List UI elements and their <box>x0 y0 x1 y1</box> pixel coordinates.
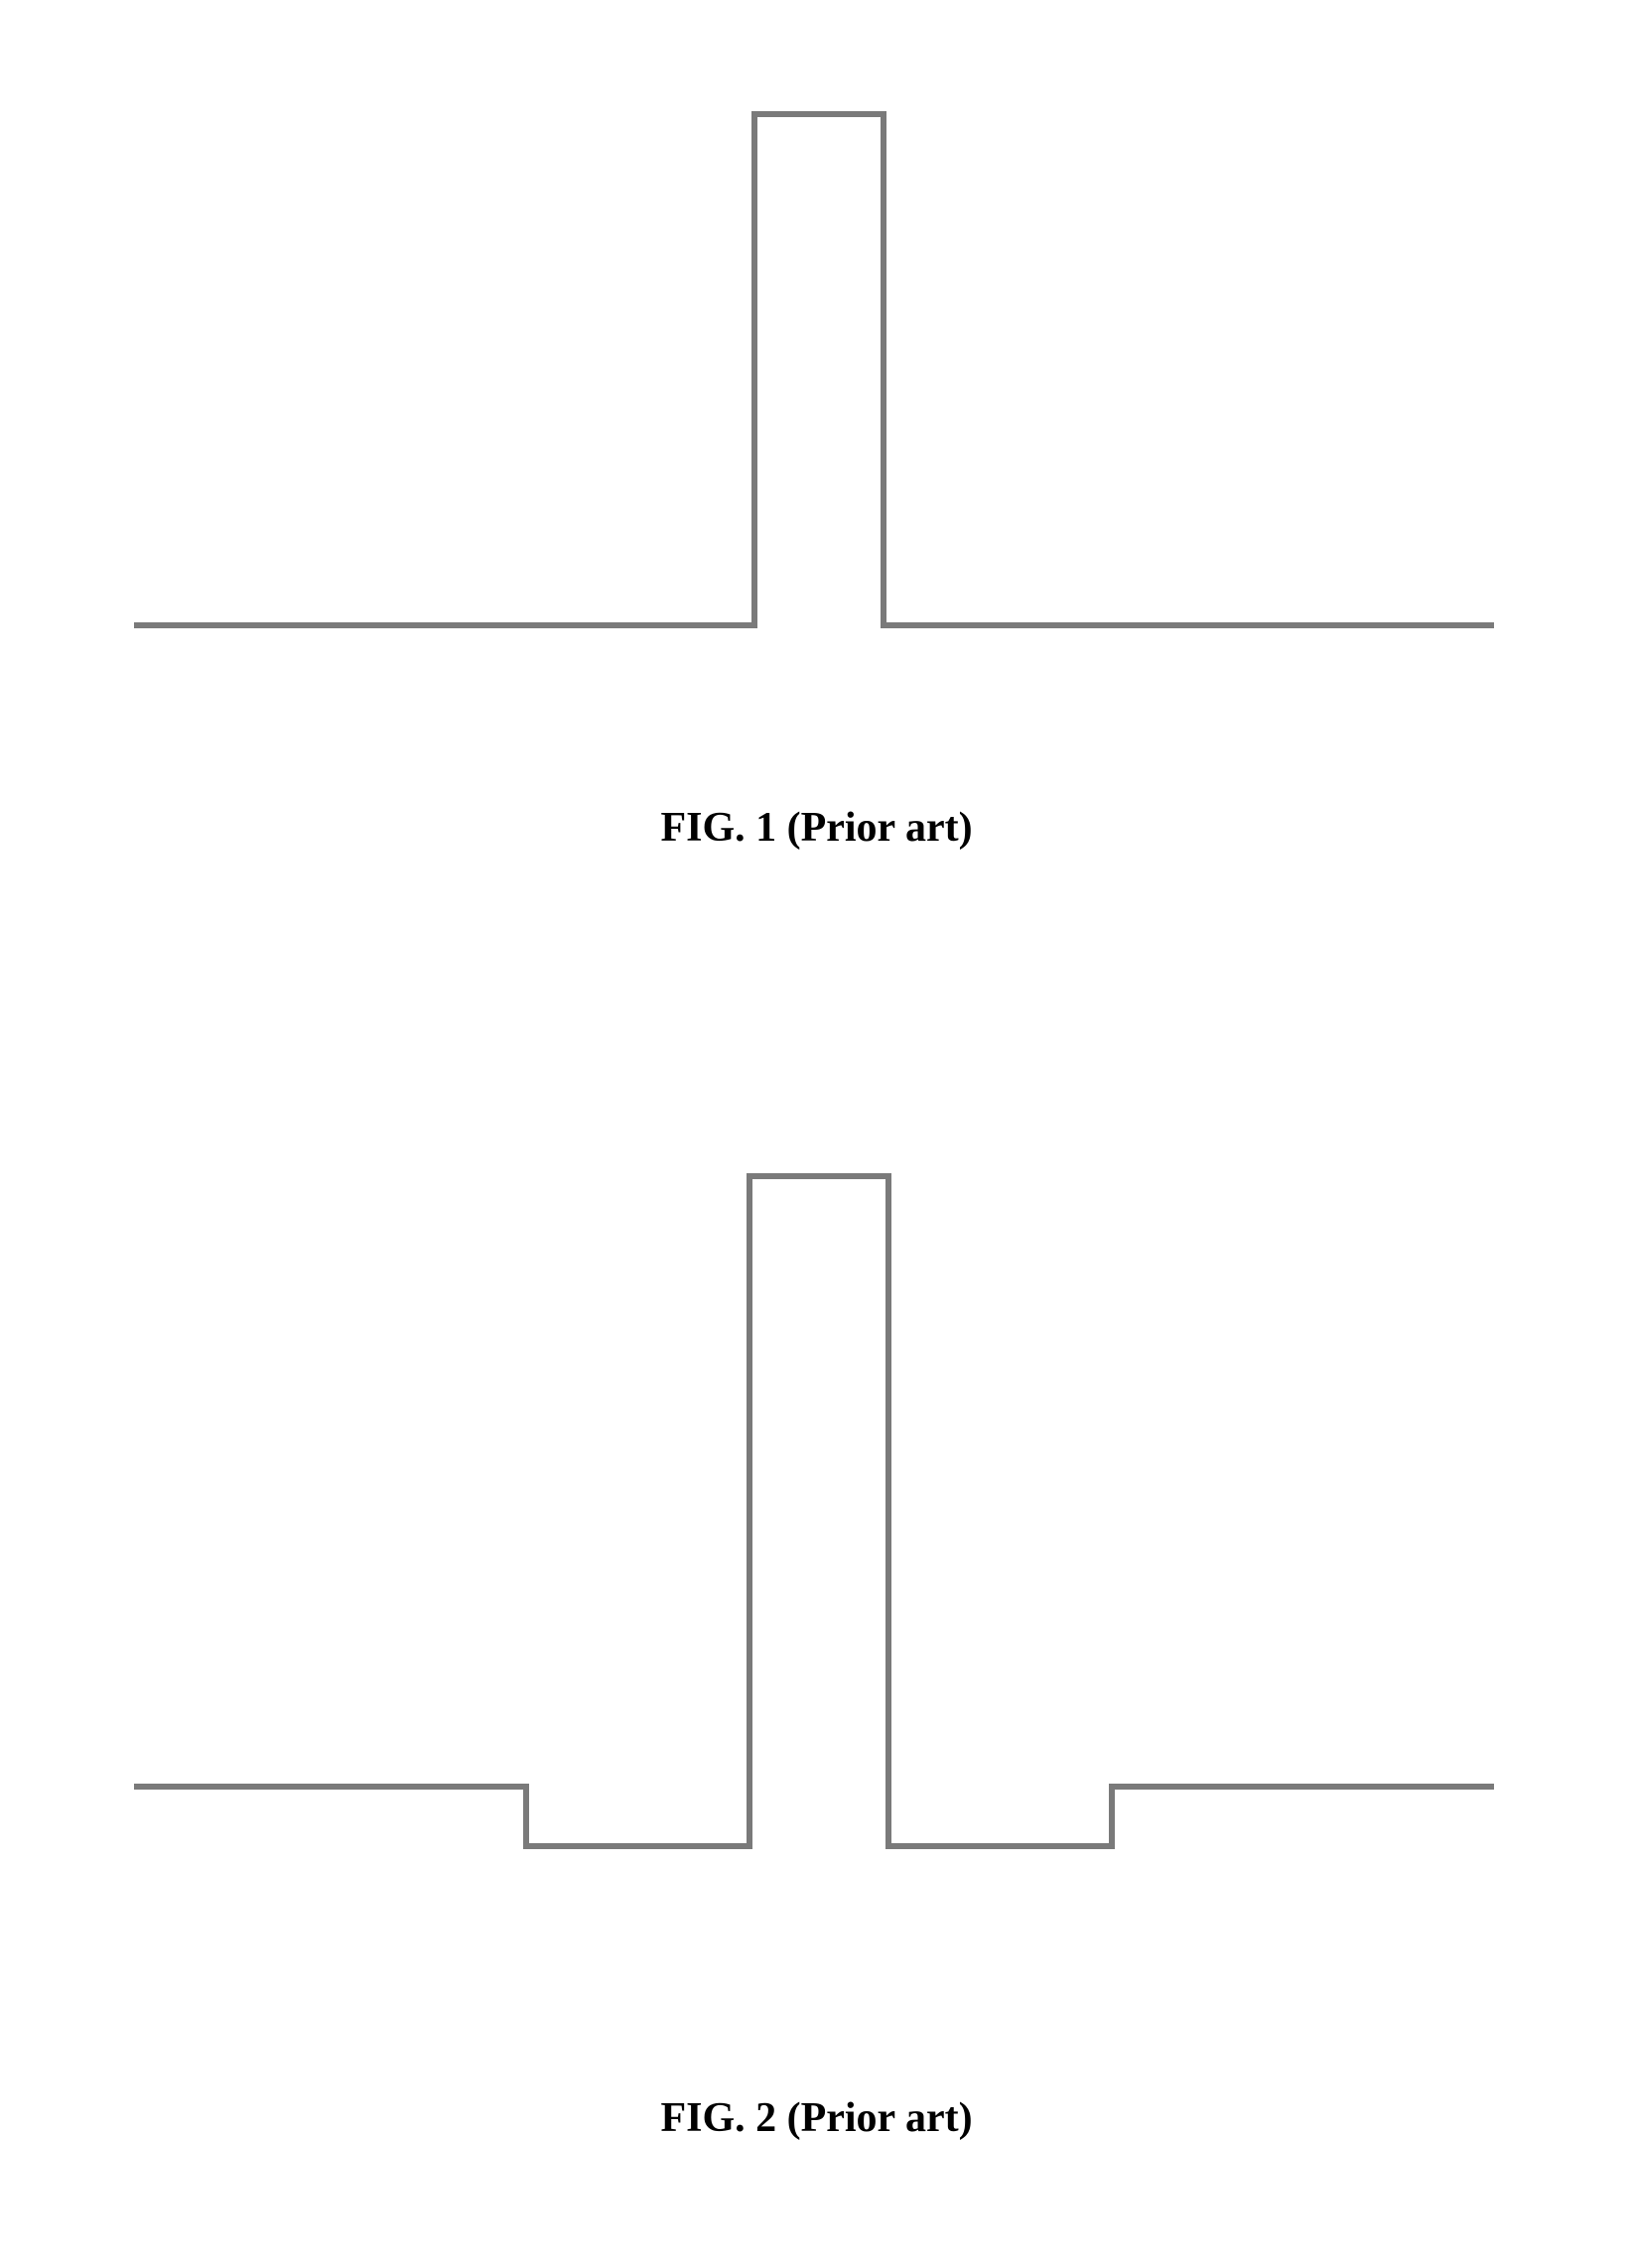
figure-2-container <box>0 1112 1633 1955</box>
figure-1-container <box>0 50 1633 744</box>
figure-2-diagram <box>0 1112 1633 1955</box>
figure-1-diagram <box>0 50 1633 744</box>
figure-2-caption: FIG. 2 (Prior art) <box>0 2094 1633 2142</box>
profile-path <box>134 114 1494 625</box>
profile-path <box>134 1176 1494 1846</box>
figure-1-caption: FIG. 1 (Prior art) <box>0 804 1633 852</box>
